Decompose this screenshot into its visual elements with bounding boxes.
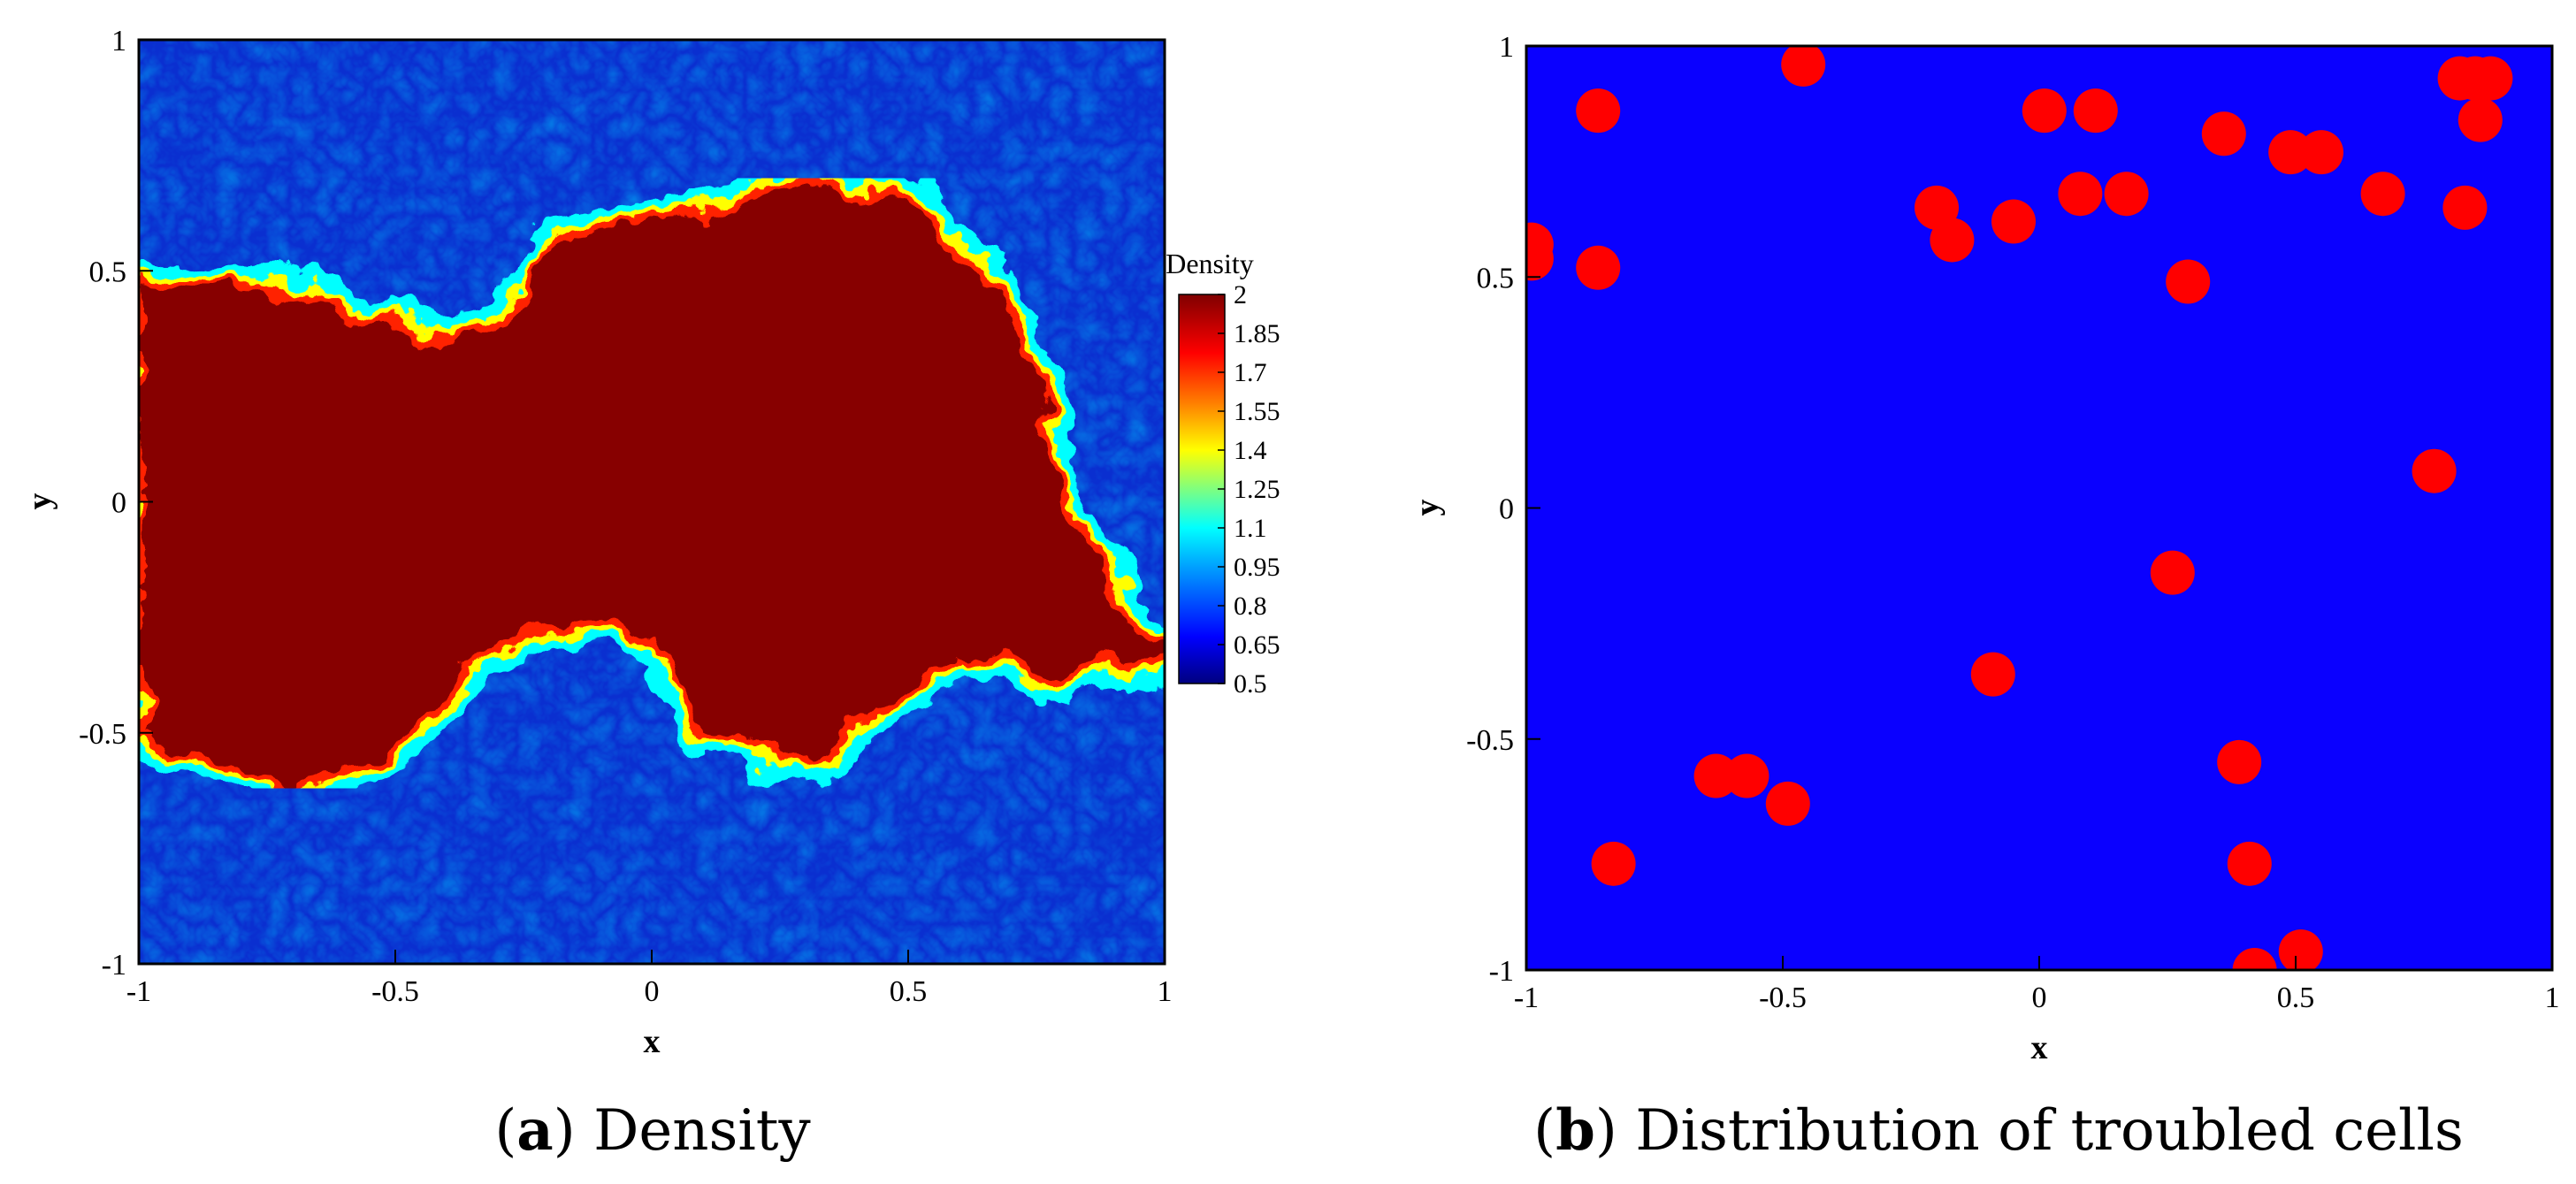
- troubled-cell-marker: [2022, 88, 2067, 134]
- troubled-cell-marker: [2412, 448, 2457, 493]
- troubled-cell-marker: [1991, 199, 2036, 244]
- troubled-cell-marker: [2232, 948, 2277, 970]
- y-axis-label: y: [21, 493, 58, 510]
- colorbar-label: 1.4: [1234, 436, 1267, 465]
- y-axis-ticks: -1 -0.5 0 0.5 1: [1466, 31, 1540, 988]
- troubled-cell-marker: [2217, 739, 2262, 784]
- troubled-cell-marker: [2058, 172, 2103, 217]
- x-tick-label: 1: [2545, 982, 2560, 1014]
- x-tick-label: 1: [1158, 975, 1173, 1008]
- colorbar-gradient: [1178, 294, 1226, 684]
- heavy-fluid-band: [139, 157, 1165, 809]
- density-field: [139, 40, 1165, 964]
- y-tick-label: 0.5: [89, 256, 127, 288]
- density-colorbar: Density 2 1.85 1.7 1.55 1.4 1.25 1.1 0.95 0.8 0.6…: [1166, 248, 1280, 699]
- x-tick-label: -0.5: [371, 975, 419, 1008]
- troubled-cell-marker: [2166, 259, 2211, 304]
- troubled-cell-marker: [2150, 550, 2195, 595]
- x-tick-label: 0: [645, 975, 660, 1008]
- troubled-cell-marker: [1591, 841, 1636, 886]
- x-tick-label: 0.5: [2277, 982, 2315, 1014]
- troubled-cell-marker: [2458, 97, 2503, 142]
- x-axis-ticks: -1 -0.5 0 0.5 1: [1514, 956, 2560, 1014]
- colorbar-label: 1.1: [1234, 514, 1267, 543]
- x-axis-ticks: -1 -0.5 0 0.5 1: [126, 950, 1173, 1008]
- troubled-cell-marker: [1576, 245, 1621, 290]
- density-panel: -1 -0.5 0 0.5 1 -1 -0.5 0 0.5 1 x y: [21, 25, 1173, 1060]
- x-tick-label: -1: [126, 975, 151, 1008]
- troubled-cell-marker: [1765, 781, 1810, 826]
- y-tick-label: 0: [111, 487, 126, 520]
- y-tick-label: 0: [1499, 493, 1514, 526]
- caption-a-text: Density: [593, 1098, 811, 1164]
- caption-b-text: Distribution of troubled cells: [1635, 1098, 2464, 1164]
- colorbar-label: 1.55: [1234, 397, 1280, 426]
- x-tick-label: -1: [1514, 982, 1539, 1014]
- troubled-cell-marker: [1724, 753, 1770, 798]
- y-tick-label: -0.5: [79, 718, 126, 751]
- x-tick-label: 0: [2032, 982, 2047, 1014]
- y-tick-label: -1: [1489, 955, 1514, 988]
- colorbar-label: 1.7: [1234, 358, 1267, 387]
- troubled-cell-marker: [2104, 172, 2149, 217]
- troubled-cell-marker: [1970, 652, 2015, 697]
- troubled-cell-marker: [1693, 753, 1739, 798]
- x-tick-label: -0.5: [1759, 982, 1807, 1014]
- troubled-cell-marker: [1781, 46, 1826, 87]
- troubled-cells-field: [1526, 46, 2552, 970]
- troubled-cell-marker: [1930, 218, 1975, 263]
- troubled-cell-marker: [2360, 172, 2405, 217]
- x-tick-label: 0.5: [890, 975, 928, 1008]
- caption-b: (b) Distribution of troubled cells: [1533, 1097, 2464, 1164]
- colorbar-label: 0.65: [1234, 630, 1280, 660]
- y-tick-label: -0.5: [1466, 724, 1514, 757]
- troubled-cell-marker: [2227, 841, 2272, 886]
- x-axis-label: x: [2031, 1029, 2048, 1066]
- caption-b-letter: b: [1556, 1097, 1595, 1164]
- troubled-cell-marker: [2268, 130, 2313, 175]
- troubled-cell-markers: [1526, 46, 2513, 970]
- troubled-cell-marker: [1576, 88, 1621, 134]
- troubled-cell-marker: [2442, 185, 2488, 230]
- heavy-fluid-region: [139, 174, 1165, 792]
- colorbar-label: 2: [1234, 280, 1247, 309]
- troubled-cell-marker: [2437, 56, 2482, 101]
- troubled-cell-marker: [2073, 88, 2118, 134]
- y-axis-ticks: -1 -0.5 0 0.5 1: [79, 25, 153, 982]
- colorbar-label: 0.95: [1234, 553, 1280, 582]
- y-tick-label: 0.5: [1477, 262, 1515, 294]
- caption-a-letter: a: [516, 1097, 553, 1164]
- y-tick-label: -1: [102, 949, 126, 982]
- colorbar-label: 0.5: [1234, 669, 1267, 699]
- colorbar-label: 1.25: [1234, 475, 1280, 504]
- y-tick-label: 1: [111, 25, 126, 57]
- troubled-cell-marker: [1526, 236, 1554, 281]
- troubled-cells-panel: -1 -0.5 0 0.5 1 -1 -0.5 0 0.5 1 x y: [1409, 31, 2560, 1066]
- troubled-cell-marker: [2468, 56, 2513, 101]
- y-axis-label: y: [1409, 500, 1446, 516]
- colorbar-labels: 2 1.85 1.7 1.55 1.4 1.25 1.1 0.95 0.8 0.65 0.5: [1218, 280, 1280, 699]
- y-tick-label: 1: [1499, 31, 1514, 64]
- x-axis-label: x: [644, 1023, 661, 1060]
- colorbar-label: 1.85: [1234, 319, 1280, 348]
- colorbar-label: 0.8: [1234, 592, 1267, 621]
- caption-a: (a) Density: [494, 1097, 810, 1164]
- troubled-cell-marker: [2201, 111, 2246, 157]
- troubled-cell-marker: [2278, 929, 2323, 970]
- colorbar-title: Density: [1166, 248, 1254, 279]
- troubled-cell-marker: [2299, 130, 2343, 175]
